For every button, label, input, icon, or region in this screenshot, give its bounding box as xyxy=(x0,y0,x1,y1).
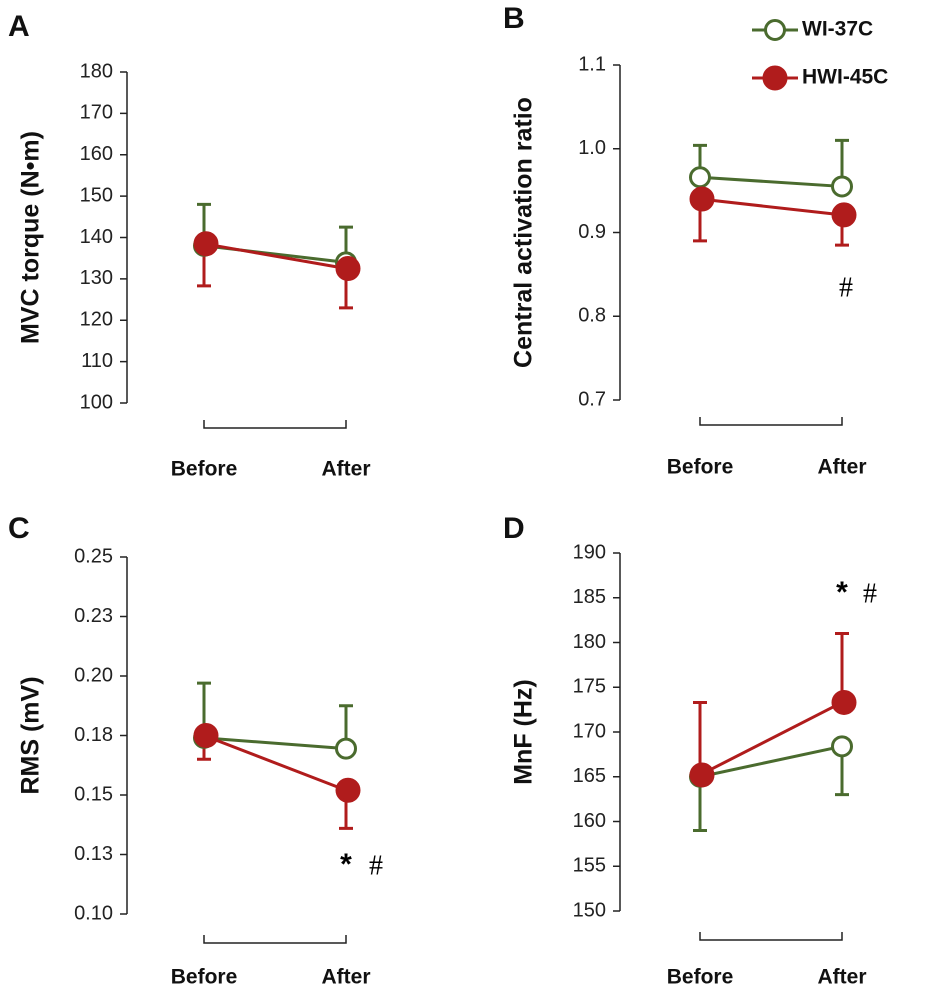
y-tick-label: 155 xyxy=(573,855,606,877)
y-axis-title: MVC torque (N•m) xyxy=(17,131,45,344)
y-tick-label: 110 xyxy=(81,350,113,372)
annotation: # xyxy=(863,578,877,609)
series-line xyxy=(203,242,347,271)
y-tick-label: 1.1 xyxy=(578,53,606,75)
marker xyxy=(689,186,715,212)
series-line xyxy=(699,744,843,779)
annotation: # xyxy=(369,850,383,881)
y-tick-label: 170 xyxy=(573,720,606,742)
marker xyxy=(831,175,853,198)
y-tick-label: 0.13 xyxy=(74,843,113,865)
annotation: * xyxy=(836,576,848,609)
y-tick-label: 180 xyxy=(80,60,113,82)
legend-marker xyxy=(764,19,786,41)
y-tick-label: 0.25 xyxy=(74,545,113,567)
annotation: * xyxy=(340,848,352,881)
y-axis-title: MnF (Hz) xyxy=(510,679,538,785)
x-axis-bracket xyxy=(203,935,347,944)
panel-label: C xyxy=(8,512,30,545)
y-tick-label: 0.20 xyxy=(74,664,113,686)
x-axis-bracket xyxy=(699,417,843,426)
marker xyxy=(831,689,857,715)
marker xyxy=(193,723,219,748)
x-tick-label: After xyxy=(817,966,866,989)
y-tick-label: 0.23 xyxy=(74,605,113,627)
panel-label: D xyxy=(503,512,525,545)
y-tick-label: 150 xyxy=(573,899,606,921)
x-tick-label: Before xyxy=(667,456,734,479)
series-line xyxy=(699,197,843,217)
x-tick-label: Before xyxy=(667,966,734,989)
marker xyxy=(831,735,853,758)
y-tick-label: 0.9 xyxy=(578,221,606,243)
marker xyxy=(335,256,361,282)
y-tick-label: 130 xyxy=(80,267,113,289)
y-tick-label: 175 xyxy=(573,676,606,698)
y-tick-label: 160 xyxy=(573,810,606,832)
x-tick-label: Before xyxy=(171,458,238,481)
y-tick-label: 140 xyxy=(80,226,113,248)
marker xyxy=(689,166,711,189)
y-tick-label: 120 xyxy=(80,309,113,331)
x-tick-label: After xyxy=(321,458,370,481)
legend-label: HWI-45C xyxy=(802,66,888,89)
y-axis-title: RMS (mV) xyxy=(17,676,45,794)
marker xyxy=(689,762,715,788)
x-tick-label: After xyxy=(817,456,866,479)
y-tick-label: 150 xyxy=(80,184,113,206)
y-tick-label: 160 xyxy=(80,143,113,165)
y-tick-label: 0.7 xyxy=(578,388,606,410)
marker xyxy=(335,777,361,803)
x-axis-bracket xyxy=(699,932,843,941)
series-line xyxy=(203,736,347,751)
y-tick-label: 180 xyxy=(573,631,606,653)
y-tick-label: 1.0 xyxy=(578,137,606,159)
y-tick-label: 165 xyxy=(573,765,606,787)
marker xyxy=(193,231,219,257)
x-tick-label: Before xyxy=(171,966,238,989)
series-line xyxy=(699,701,843,777)
x-tick-label: After xyxy=(321,966,370,989)
y-tick-label: 100 xyxy=(80,391,113,413)
marker xyxy=(831,202,857,228)
panel-label: A xyxy=(8,10,30,43)
y-tick-label: 170 xyxy=(80,102,113,124)
annotation: # xyxy=(839,272,853,303)
y-tick-label: 185 xyxy=(573,586,606,608)
y-tick-label: 0.10 xyxy=(74,902,113,924)
y-tick-label: 0.15 xyxy=(74,783,113,805)
x-axis-bracket xyxy=(203,420,347,429)
marker xyxy=(335,737,357,760)
legend-marker xyxy=(762,65,788,91)
series-line xyxy=(203,734,347,792)
y-tick-label: 0.8 xyxy=(578,305,606,327)
panel-label: B xyxy=(503,2,525,35)
legend-label: WI-37C xyxy=(802,18,873,41)
y-tick-label: 190 xyxy=(573,541,606,563)
y-axis-title: Central activation ratio xyxy=(510,97,538,368)
series-line xyxy=(699,175,843,188)
y-tick-label: 0.18 xyxy=(74,724,113,746)
